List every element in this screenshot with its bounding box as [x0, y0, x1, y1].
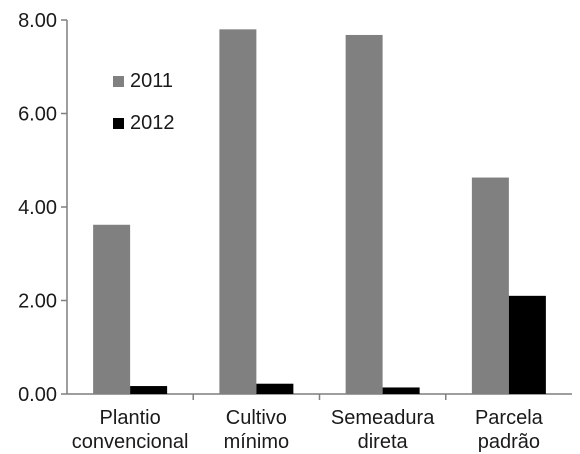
legend: 2011 2012: [113, 70, 175, 134]
y-tick-label: 0.00: [18, 384, 57, 406]
category-label: padrão: [478, 431, 540, 453]
legend-label: 2012: [130, 112, 175, 134]
category-label: Semeadura: [331, 407, 435, 429]
y-tick-label: 8.00: [18, 10, 57, 32]
bar-2011-0: [93, 224, 131, 394]
bars: [93, 29, 546, 395]
y-tick-label: 4.00: [18, 197, 57, 219]
category-label: mínimo: [224, 431, 290, 453]
category-label: Plantio: [100, 407, 161, 429]
category-label: convencional: [72, 431, 189, 453]
legend-label: 2011: [130, 70, 173, 92]
category-label: direta: [358, 431, 409, 453]
bar-2011-1: [219, 29, 257, 394]
y-tick-label: 6.00: [18, 104, 57, 126]
bar-2011-2: [345, 34, 383, 395]
legend-swatch-2011: [113, 76, 124, 87]
bar-2011-3: [471, 177, 509, 394]
category-label: Cultivo: [226, 407, 287, 429]
category-label: Parcela: [475, 407, 544, 429]
bar-2012-0: [130, 386, 168, 394]
bar-2012-2: [382, 387, 420, 394]
y-tick-label: 2.00: [18, 291, 57, 313]
bar-2012-1: [256, 383, 294, 394]
bar-2012-3: [508, 295, 546, 394]
y-axis-ticks: 0.00 2.00 4.00 6.00 8.00: [18, 10, 67, 406]
legend-swatch-2012: [113, 118, 124, 129]
